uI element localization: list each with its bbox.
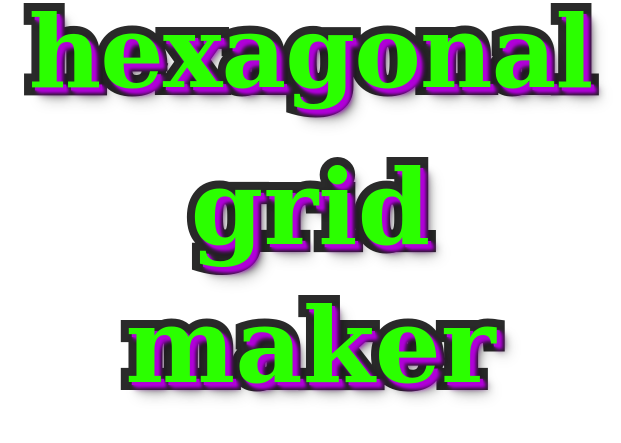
title-line-grid: grid xyxy=(183,146,439,269)
title-line-hexagonal: hexagonal xyxy=(21,0,602,111)
title-line-maker: maker xyxy=(117,284,503,407)
